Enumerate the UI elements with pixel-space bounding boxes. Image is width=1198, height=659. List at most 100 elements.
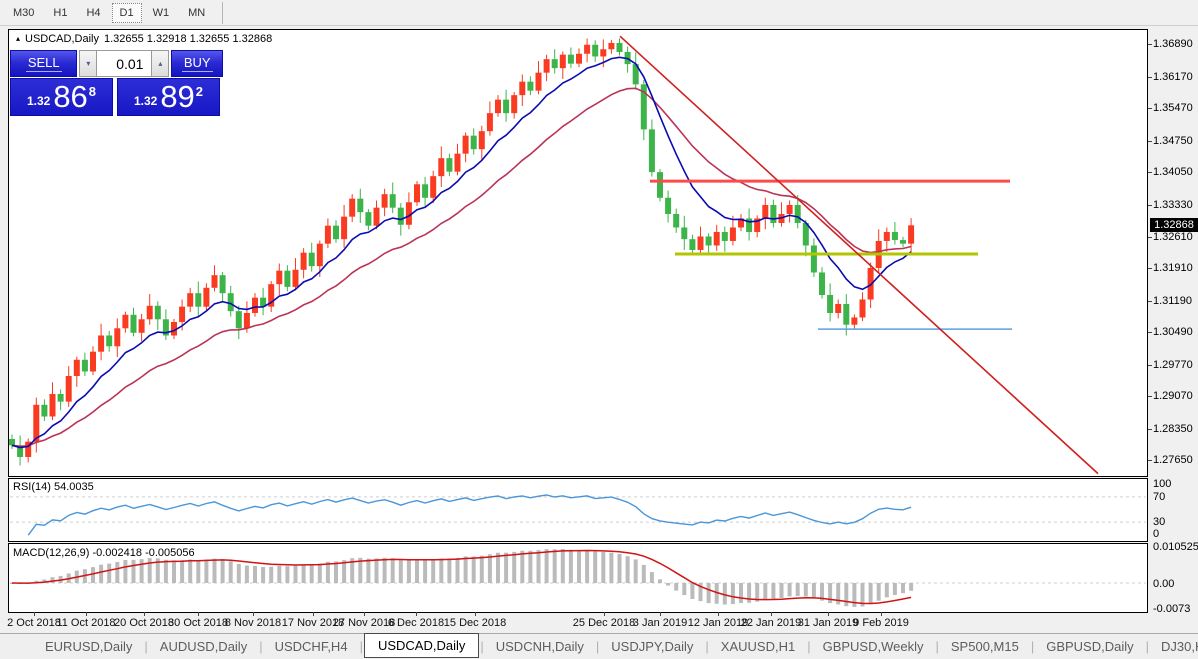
tab-separator: |	[480, 639, 484, 654]
price-axis-tick	[1148, 140, 1152, 142]
date-axis-tick	[828, 612, 829, 616]
tab-dj30-h4[interactable]: DJ30,H4	[1161, 639, 1198, 654]
timeframe-toolbar: M30 H1 H4 D1 W1 MN	[0, 0, 1198, 26]
macd-panel-canvas[interactable]	[8, 543, 1148, 613]
date-axis-label: 17 Nov 2018	[281, 617, 345, 629]
sell-button[interactable]: SELL	[10, 50, 78, 77]
buy-price-pip: 2	[195, 84, 204, 99]
price-axis-tick	[1148, 300, 1152, 302]
tab-usdcad-daily[interactable]: USDCAD,Daily	[363, 632, 480, 658]
sell-price-pip: 8	[88, 84, 97, 99]
price-axis-tick	[1148, 268, 1152, 270]
date-axis-label: 20 Oct 2018	[114, 617, 174, 629]
sell-price-box[interactable]: 1.32 86 8	[10, 78, 113, 116]
date-axis-label: 15 Dec 2018	[443, 617, 507, 629]
collapse-triangle-icon[interactable]: ▴	[16, 34, 21, 43]
date-axis-label: 3 Jan 2019	[632, 617, 688, 629]
date-axis-label: 25 Dec 2018	[572, 617, 636, 629]
date-axis-label: 6 Dec 2018	[387, 617, 445, 629]
price-axis-tick	[1148, 76, 1152, 78]
rsi-axis-label: 30	[1153, 516, 1166, 529]
volume-stepper: ▾ ▴	[79, 50, 170, 77]
price-axis-label: 1.31910	[1153, 262, 1193, 275]
tab-xauusd-h1[interactable]: XAUUSD,H1	[720, 639, 796, 654]
tab-separator: |	[1145, 639, 1150, 654]
date-axis-label: 9 Feb 2019	[853, 617, 909, 629]
tab-usdjpy-daily[interactable]: USDJPY,Daily	[611, 639, 694, 654]
timeframe-button-w1[interactable]: W1	[152, 6, 170, 19]
tab-separator: |	[359, 639, 363, 654]
price-axis-label: 1.33330	[1153, 198, 1193, 211]
tab-separator: |	[259, 639, 263, 654]
tab-separator: |	[705, 639, 709, 654]
tab-separator: |	[1030, 639, 1035, 654]
tab-separator: |	[595, 639, 600, 654]
timeframe-buttons: M30 H1 H4 D1 W1 MN	[5, 2, 216, 23]
timeframe-button-d1[interactable]: D1	[111, 2, 142, 23]
tab-eurusd-daily[interactable]: EURUSD,Daily	[45, 639, 133, 654]
price-axis-label: 1.36170	[1153, 70, 1193, 83]
price-axis-tick	[1148, 460, 1152, 462]
tab-gbpusd-weekly[interactable]: GBPUSD,Weekly	[822, 639, 924, 654]
timeframe-button-h4[interactable]: H4	[86, 6, 101, 19]
chart-title: ▴ USDCAD,Daily 1.32655 1.32918 1.32655 1…	[16, 33, 272, 45]
volume-input[interactable]	[97, 50, 152, 77]
date-axis-tick	[416, 612, 417, 616]
date-axis-tick	[144, 612, 145, 616]
price-axis-label: 1.32610	[1153, 230, 1193, 243]
volume-decrease-button[interactable]: ▾	[79, 50, 98, 77]
timeframe-button-mn[interactable]: MN	[188, 6, 206, 19]
price-axis-label: 1.27650	[1153, 454, 1193, 467]
price-axis-label: 1.34750	[1153, 134, 1193, 147]
sell-price-big: 86	[53, 79, 88, 114]
price-axis-tick	[1148, 108, 1152, 110]
date-axis-label: 22 Jan 2019	[740, 617, 802, 629]
date-axis-label: 27 Nov 2018	[332, 617, 396, 629]
date-axis-label: 12 Jan 2019	[687, 617, 749, 629]
price-axis-label: 1.30490	[1153, 326, 1193, 339]
tab-usdcnh-daily[interactable]: USDCNH,Daily	[495, 639, 584, 654]
date-axis-tick	[198, 612, 199, 616]
date-axis-tick	[604, 612, 605, 616]
date-axis-tick	[771, 612, 772, 616]
macd-indicator-label: MACD(12,26,9) -0.002418 -0.005056	[13, 547, 195, 559]
date-axis-tick	[881, 612, 882, 616]
timeframe-button-m30[interactable]: M30	[13, 6, 35, 19]
volume-increase-button[interactable]: ▴	[151, 50, 170, 77]
date-axis-label: 31 Jan 2019	[797, 617, 859, 629]
tab-separator: |	[807, 639, 811, 654]
date-axis-tick	[475, 612, 476, 616]
rsi-axis-label: 0	[1153, 528, 1160, 540]
price-axis-tick	[1148, 364, 1152, 366]
buy-price-prefix: 1.32	[133, 94, 158, 108]
chart-tabs: EURUSD,Daily | AUDUSD,Daily | USDCHF,H4 | USDC…	[34, 632, 1198, 658]
tab-audusd-daily[interactable]: AUDUSD,Daily	[159, 639, 248, 654]
price-axis-label: 1.34050	[1153, 166, 1193, 179]
buy-price-big: 89	[160, 79, 195, 114]
timeframe-button-h1[interactable]: H1	[53, 6, 68, 19]
price-axis-tick	[1148, 428, 1152, 430]
tab-usdchf-h4[interactable]: USDCHF,H4	[274, 639, 348, 654]
price-axis-label: 1.36890	[1153, 38, 1193, 51]
macd-axis-label: 0.010525	[1153, 540, 1198, 553]
tab-sp500-m15[interactable]: SP500,M15	[950, 639, 1019, 654]
tab-gbpusd-daily[interactable]: GBPUSD,Daily	[1046, 639, 1134, 654]
price-axis-tick	[1148, 236, 1152, 238]
buy-price-box[interactable]: 1.32 89 2	[117, 78, 220, 116]
date-axis-tick	[86, 612, 87, 616]
price-axis-label: 1.29070	[1153, 390, 1193, 403]
macd-axis-label: -0.0073	[1153, 603, 1191, 615]
chart-symbol-label: USDCAD,Daily	[25, 33, 99, 45]
tab-separator: |	[935, 639, 939, 654]
rsi-panel-canvas[interactable]	[8, 478, 1148, 542]
date-axis-tick	[660, 612, 661, 616]
date-axis-tick	[253, 612, 254, 616]
chart-tab-bar: EURUSD,Daily | AUDUSD,Daily | USDCHF,H4 | USDC…	[0, 632, 1198, 659]
price-axis-tick	[1148, 172, 1152, 174]
price-axis-label: 1.29770	[1153, 358, 1193, 371]
tab-separator: |	[144, 639, 148, 654]
buy-button[interactable]: BUY	[171, 50, 223, 77]
price-axis-label: 1.28350	[1153, 422, 1193, 435]
